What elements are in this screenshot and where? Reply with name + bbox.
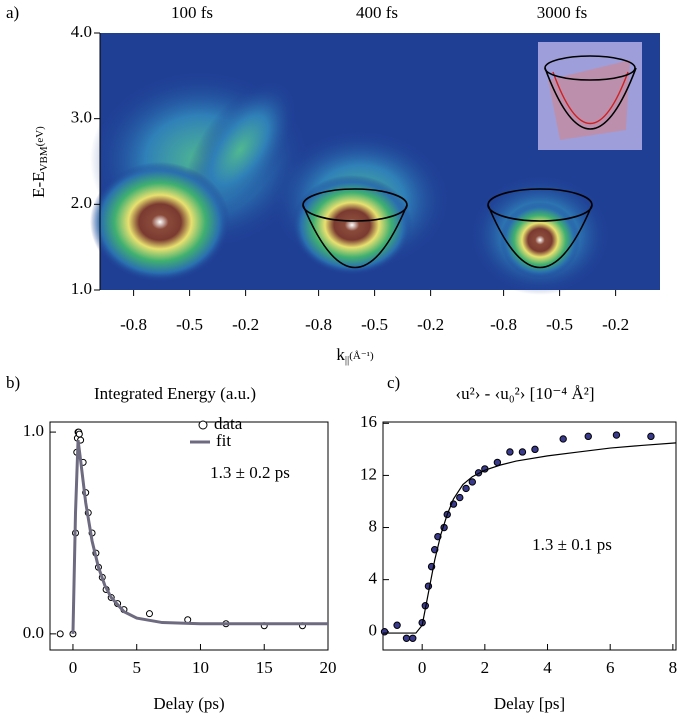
data-point bbox=[468, 478, 477, 486]
data-point bbox=[409, 634, 417, 642]
x-tick-label: 2 bbox=[481, 658, 490, 677]
y-tick-label: 4 bbox=[369, 569, 378, 588]
data-point bbox=[56, 630, 64, 638]
x-tick-label: -0.8 bbox=[120, 315, 147, 334]
y-tick-label: 4.0 bbox=[71, 22, 92, 41]
panel-title: 3000 fs bbox=[537, 3, 588, 22]
y-tick-label: 16 bbox=[360, 412, 377, 431]
text-part: (Å⁻¹) bbox=[349, 350, 374, 362]
x-tick-label: -0.5 bbox=[176, 315, 203, 334]
panel-title: 100 fs bbox=[171, 3, 213, 22]
x-tick-label: 4 bbox=[543, 658, 552, 677]
y-tick-label: 1.0 bbox=[23, 421, 44, 440]
data-point bbox=[584, 432, 592, 441]
data-point bbox=[612, 431, 621, 439]
parabola-rim bbox=[487, 188, 593, 222]
text-part: VBM bbox=[38, 146, 50, 171]
x-tick-label: 5 bbox=[132, 658, 141, 677]
text-part: || bbox=[345, 354, 349, 366]
y-tick-label: 0 bbox=[369, 621, 378, 640]
x-axis-label: Delay (ps) bbox=[153, 694, 224, 713]
inset-parabola-red bbox=[552, 71, 629, 125]
inset-plane bbox=[548, 60, 630, 140]
text-part: E-E bbox=[29, 171, 48, 197]
y-tick-label: 8 bbox=[369, 516, 378, 535]
fit-line bbox=[71, 439, 328, 634]
heat-blob bbox=[90, 162, 230, 282]
data-point bbox=[402, 634, 411, 642]
y-tick-label: 3.0 bbox=[71, 108, 92, 127]
x-tick-label: 10 bbox=[192, 658, 209, 677]
heatmaps bbox=[90, 33, 660, 295]
parabola-rim bbox=[302, 188, 408, 222]
data-point bbox=[559, 435, 567, 443]
x-tick-label: -0.5 bbox=[546, 315, 573, 334]
x-tick-label: -0.2 bbox=[232, 315, 259, 334]
text-part: (eV) bbox=[34, 126, 46, 146]
plot-frame bbox=[382, 421, 677, 651]
y-axis-label: E-EVBM(eV) bbox=[29, 126, 50, 198]
x-tick-label: 15 bbox=[256, 658, 273, 677]
heat-blob bbox=[292, 175, 412, 275]
panel-label: c) bbox=[387, 373, 400, 392]
annotation: 1.3 ± 0.2 ps bbox=[210, 463, 290, 482]
legend-label: data bbox=[214, 414, 243, 433]
panel-label: a) bbox=[6, 3, 19, 22]
x-tick-label: -0.8 bbox=[490, 315, 517, 334]
inset-parabola bbox=[544, 67, 637, 130]
y-tick-label: 0.0 bbox=[23, 623, 44, 642]
y-tick-label: 1.0 bbox=[71, 279, 92, 298]
x-tick-label: -0.8 bbox=[305, 315, 332, 334]
x-tick-label: 6 bbox=[606, 658, 615, 677]
data-point bbox=[647, 432, 655, 441]
x-tick-label: 20 bbox=[320, 658, 337, 677]
x-tick-label: -0.2 bbox=[602, 315, 629, 334]
legend-symbol bbox=[198, 420, 208, 430]
heat-blob bbox=[500, 202, 580, 278]
data-point bbox=[456, 493, 464, 502]
x-tick-label: 0 bbox=[418, 658, 427, 677]
parabola bbox=[487, 204, 593, 269]
x-axis-label: Delay [ps] bbox=[494, 694, 565, 713]
inset-rim bbox=[544, 55, 636, 81]
y-tick-label: 2.0 bbox=[71, 193, 92, 212]
panel-label: b) bbox=[6, 373, 20, 392]
x-tick-label: -0.2 bbox=[417, 315, 444, 334]
data-point bbox=[531, 445, 539, 454]
data-point bbox=[145, 610, 153, 618]
data-point bbox=[493, 458, 502, 467]
x-axis-label: k||(Å⁻¹) bbox=[336, 345, 374, 366]
legend-label: fit bbox=[216, 431, 231, 450]
panel-title: 400 fs bbox=[356, 3, 398, 22]
x-tick-label: -0.5 bbox=[361, 315, 388, 334]
chart-title: ‹u²› - ‹u₀²› [10⁻⁴ Å²] bbox=[455, 384, 594, 403]
y-tick-label: 12 bbox=[360, 464, 377, 483]
text-part: k bbox=[336, 345, 345, 364]
fit-line bbox=[383, 442, 677, 634]
data-point bbox=[462, 484, 470, 493]
parabola bbox=[302, 204, 408, 269]
x-tick-label: 0 bbox=[69, 658, 78, 677]
data-point bbox=[506, 448, 514, 456]
plot-frame bbox=[49, 421, 329, 651]
annotation: 1.3 ± 0.1 ps bbox=[532, 535, 612, 554]
data-point bbox=[518, 448, 527, 456]
data-point bbox=[75, 430, 83, 438]
x-tick-label: 8 bbox=[669, 658, 678, 677]
data-point bbox=[380, 628, 389, 636]
data-point bbox=[393, 621, 401, 629]
chart-title: Integrated Energy (a.u.) bbox=[94, 384, 256, 403]
